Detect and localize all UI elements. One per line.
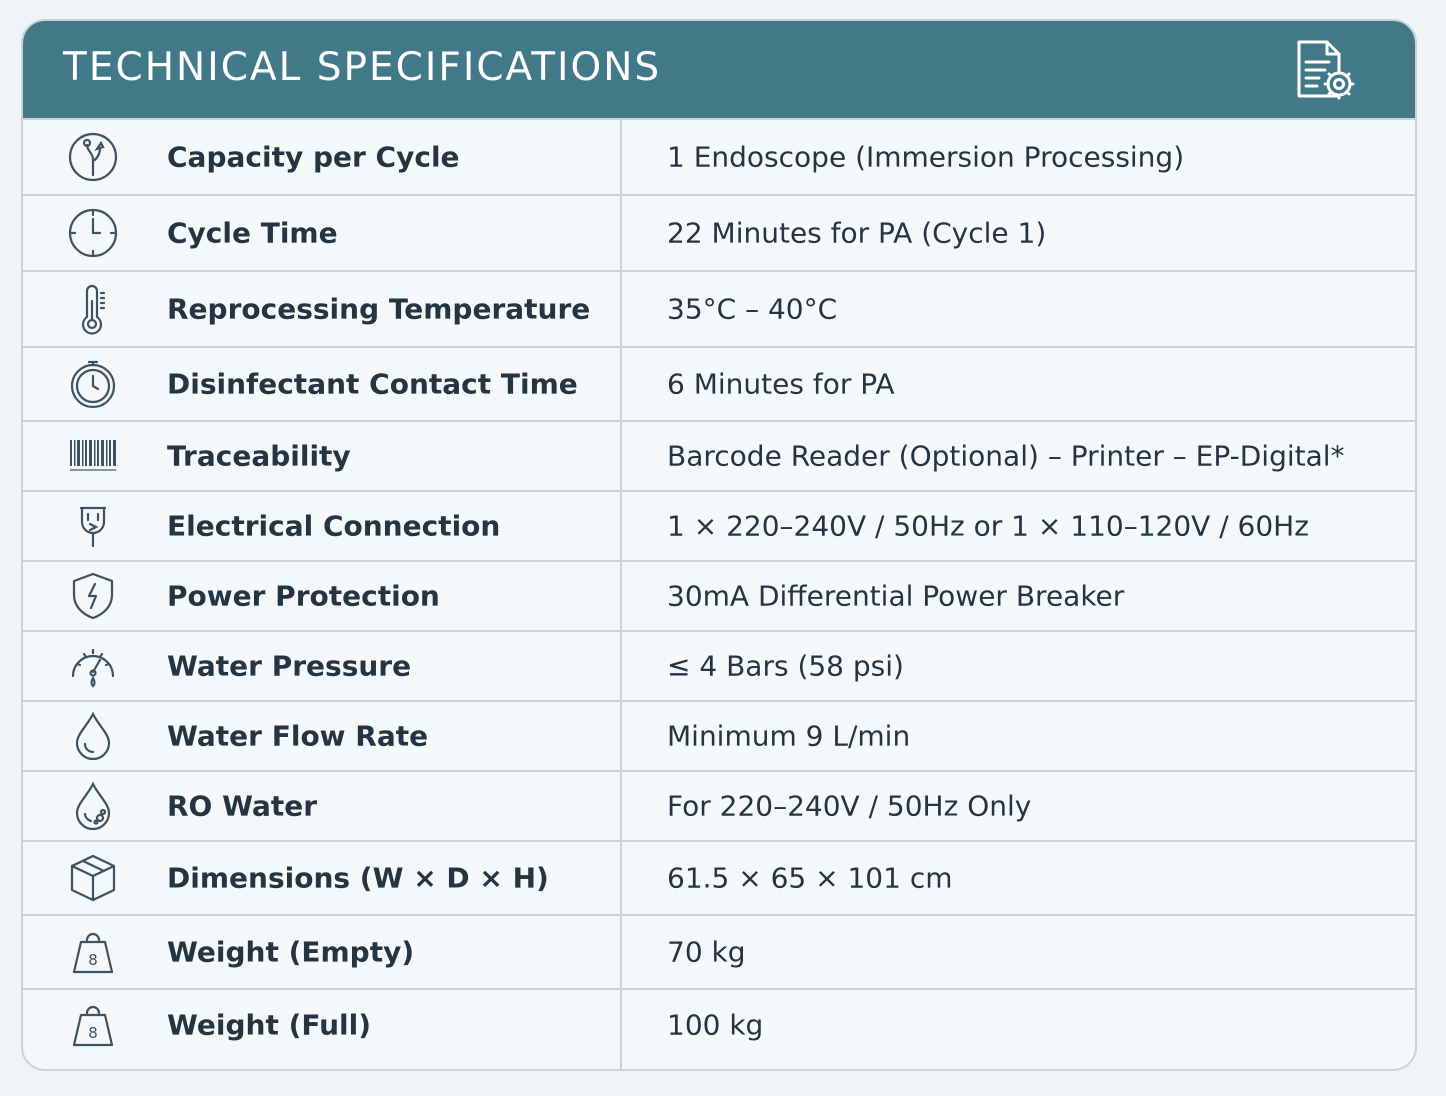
table-row: 8 Weight (Full) 100 kg [23,990,1415,1060]
spec-value: 22 Minutes for PA (Cycle 1) [667,216,1047,250]
stopwatch-icon [67,358,119,410]
table-row: Cycle Time 22 Minutes for PA (Cycle 1) [23,196,1415,272]
table-row: Reprocessing Temperature 35°C – 40°C [23,272,1415,348]
spec-value: 6 Minutes for PA [667,367,895,401]
column-divider [620,120,622,1069]
spec-value: Barcode Reader (Optional) – Printer – EP… [667,439,1345,473]
spec-label: Disinfectant Contact Time [167,367,578,401]
svg-text:8: 8 [88,951,98,969]
spec-label: Power Protection [167,579,440,613]
spec-label: Cycle Time [167,216,338,250]
water-drop-icon [67,710,119,762]
spec-value: Minimum 9 L/min [667,719,911,753]
spec-label: Water Pressure [167,649,412,683]
spec-label: Water Flow Rate [167,719,429,753]
spec-label: RO Water [167,789,318,823]
spec-value: 1 Endoscope (Immersion Processing) [667,140,1185,174]
table-row: Traceability Barcode Reader (Optional) –… [23,422,1415,492]
table-row: 8 Weight (Empty) 70 kg [23,916,1415,990]
table-row: Water Pressure ≤ 4 Bars (58 psi) [23,632,1415,702]
spec-label: Dimensions (W × D × H) [167,861,549,895]
spec-value: 61.5 × 65 × 101 cm [667,861,953,895]
table-row: RO Water For 220–240V / 50Hz Only [23,772,1415,842]
spec-value: 30mA Differential Power Breaker [667,579,1125,613]
table-row: Power Protection 30mA Differential Power… [23,562,1415,632]
document-gear-icon [1291,38,1357,104]
spec-value: 1 × 220–240V / 50Hz or 1 × 110–120V / 60… [667,509,1309,543]
shield-icon [67,570,119,622]
table-row: Electrical Connection 1 × 220–240V / 50H… [23,492,1415,562]
endoscope-icon [67,131,119,183]
box-icon [67,852,119,904]
spec-value: 70 kg [667,935,746,969]
plug-icon [67,500,119,552]
svg-text:8: 8 [88,1024,98,1042]
specifications-table: Capacity per Cycle 1 Endoscope (Immersio… [23,120,1415,1060]
spec-value: 35°C – 40°C [667,292,838,326]
spec-label: Electrical Connection [167,509,501,543]
barcode-icon [67,430,119,482]
spec-label: Traceability [167,439,351,473]
page-title: TECHNICAL SPECIFICATIONS [63,45,662,90]
spec-label: Weight (Full) [167,1008,372,1042]
table-row: Capacity per Cycle 1 Endoscope (Immersio… [23,120,1415,196]
thermometer-icon [67,283,119,335]
table-row: Water Flow Rate Minimum 9 L/min [23,702,1415,772]
spec-value: ≤ 4 Bars (58 psi) [667,649,904,683]
table-row: Dimensions (W × D × H) 61.5 × 65 × 101 c… [23,842,1415,916]
pressure-gauge-icon [67,640,119,692]
spec-value: For 220–240V / 50Hz Only [667,789,1032,823]
specifications-header: TECHNICAL SPECIFICATIONS [23,21,1415,120]
specifications-panel: TECHNICAL SPECIFICATIONS [21,19,1417,1071]
table-row: Disinfectant Contact Time 6 Minutes for … [23,348,1415,422]
spec-value: 100 kg [667,1008,764,1042]
spec-label: Capacity per Cycle [167,140,460,174]
spec-label: Reprocessing Temperature [167,292,591,326]
weight-icon: 8 [67,999,119,1051]
ro-water-drop-icon [67,780,119,832]
weight-icon: 8 [67,926,119,978]
clock-icon [67,207,119,259]
spec-label: Weight (Empty) [167,935,415,969]
